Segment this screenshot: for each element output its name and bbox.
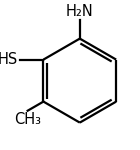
Text: HS: HS — [0, 52, 18, 67]
Text: CH₃: CH₃ — [14, 112, 41, 127]
Text: H₂N: H₂N — [66, 4, 94, 19]
